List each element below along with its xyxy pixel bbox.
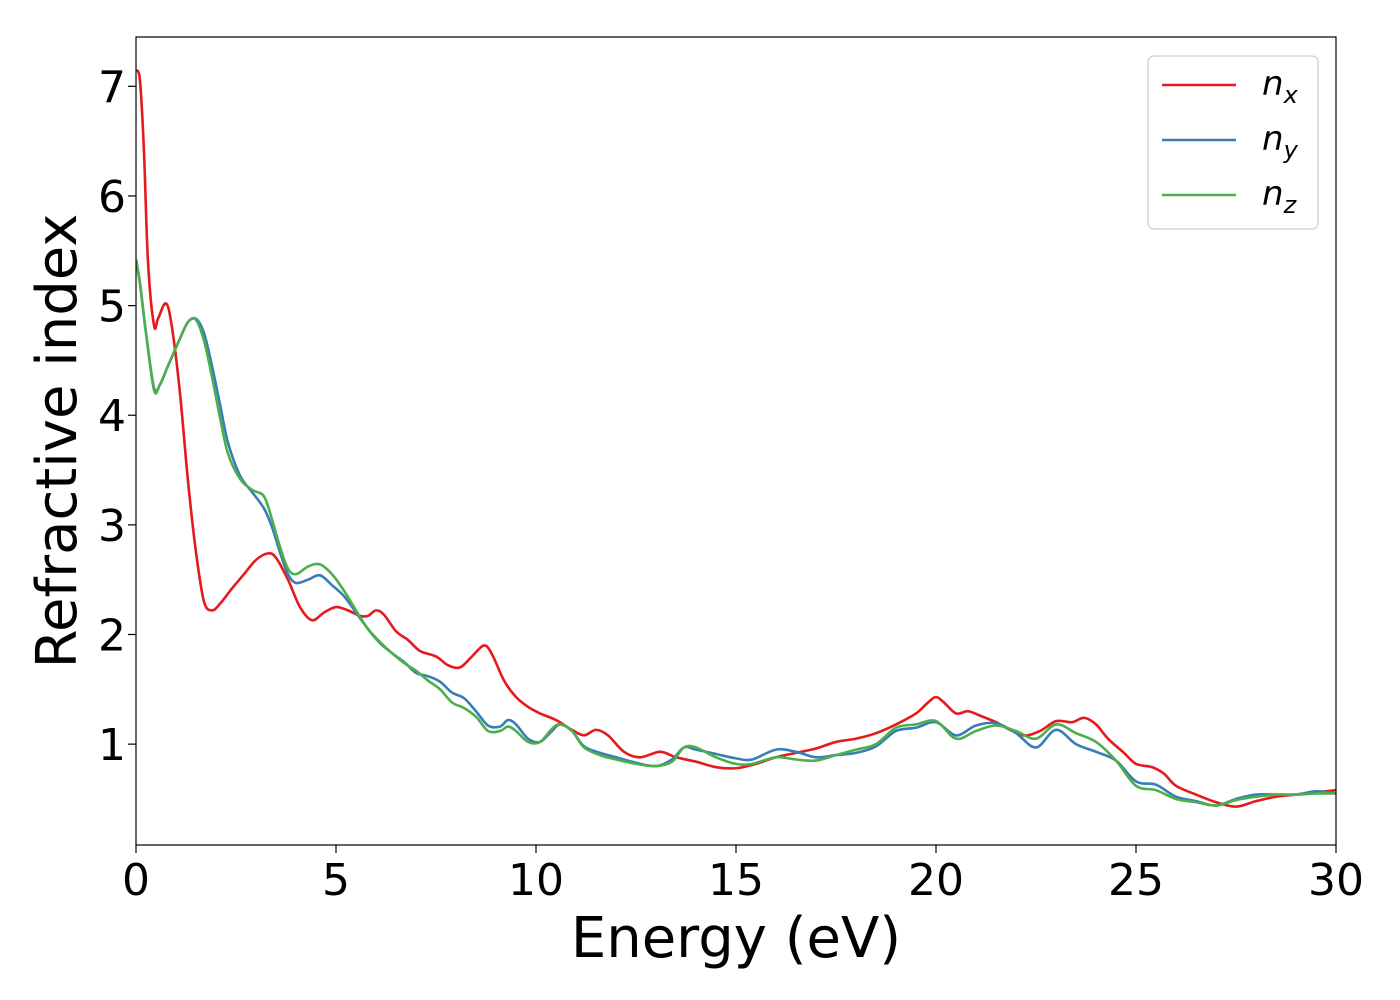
y-tick-label: 2	[98, 611, 126, 662]
x-axis-title: Energy (eV)	[571, 906, 901, 971]
series-line-nx	[136, 69, 1336, 808]
series-line-nz	[136, 259, 1336, 807]
x-axis-ticks: 0 5 10 15 20 25 30	[122, 845, 1364, 906]
x-tick-label: 20	[908, 855, 964, 906]
legend-label-nx: nx	[1262, 64, 1299, 109]
y-axis-title: Refractive index	[25, 214, 90, 669]
x-tick-label: 25	[1108, 855, 1164, 906]
legend: nx ny nz	[1147, 55, 1319, 230]
x-tick-label: 15	[708, 855, 764, 906]
y-tick-label: 5	[98, 282, 126, 333]
legend-label-nz: nz	[1262, 174, 1298, 219]
y-tick-label: 3	[98, 501, 126, 552]
y-tick-label: 4	[98, 391, 126, 442]
series-layer	[136, 69, 1336, 808]
legend-label-ny: ny	[1262, 119, 1299, 164]
y-axis-ticks: 1 2 3 4 5 6 7	[98, 62, 136, 771]
x-tick-label: 30	[1308, 855, 1364, 906]
x-tick-label: 10	[508, 855, 564, 906]
y-tick-label: 1	[98, 720, 126, 771]
x-tick-label: 5	[322, 855, 350, 906]
y-tick-label: 7	[98, 62, 126, 113]
series-line-ny	[136, 259, 1336, 807]
y-tick-label: 6	[98, 172, 126, 223]
legend-items: nx ny nz	[1162, 64, 1299, 219]
legend-box	[1147, 55, 1319, 230]
x-tick-label: 0	[122, 855, 150, 906]
